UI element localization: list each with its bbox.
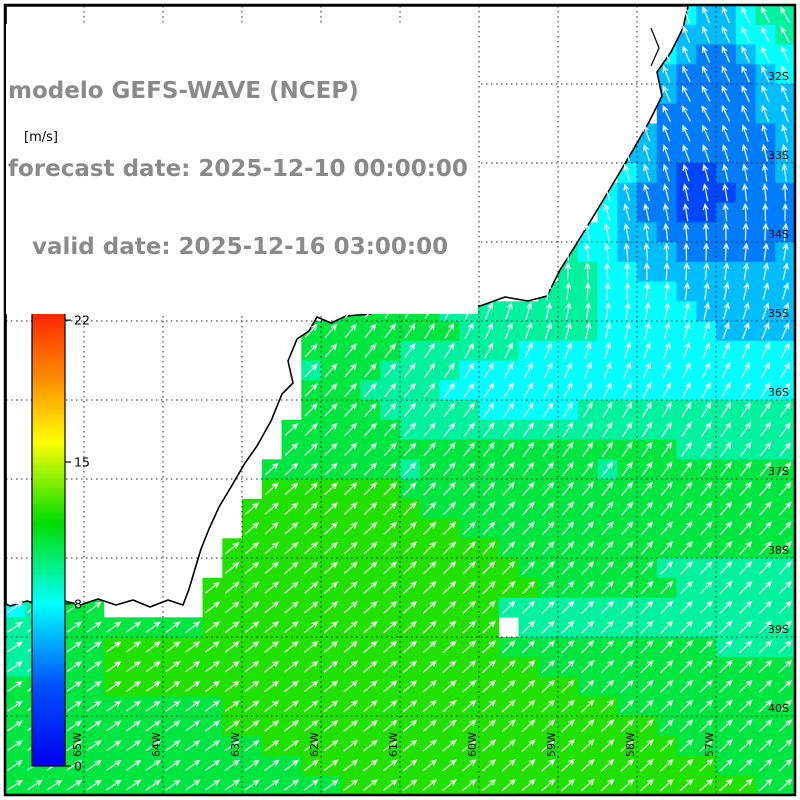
lon-tick-label: 64W [150,732,163,757]
lat-tick-label: 37S [768,465,789,478]
lat-tick-label: 40S [768,702,789,715]
colorbar-unit-label: [m/s] [24,130,58,145]
lat-tick-label: 32S [768,70,789,83]
lat-tick-label: 38S [768,544,789,557]
map-title-block: modelo GEFS-WAVE (NCEP) forecast date: 2… [6,24,478,314]
lat-tick-label: 34S [768,228,789,241]
lon-tick-label: 58W [624,732,637,757]
colorbar-tick-label: 15 [74,455,90,470]
colorbar-tick-label: 8 [74,596,82,611]
title-valid-line: valid date: 2025-12-16 03:00:00 [8,234,449,260]
title-model-line: modelo GEFS-WAVE (NCEP) [8,78,359,104]
lon-tick-label: 59W [545,732,558,757]
map-border [3,3,797,797]
lat-tick-label: 36S [768,386,789,399]
axis-labels: 65W 64W 63W 62W 61W 60W 59W 58W 57W 32S 33S 34S 35S 3… [71,70,789,757]
lon-tick-label: 57W [703,732,716,757]
colorbar-tick-label: 22 [74,313,90,328]
title-forecast-line: forecast date: 2025-12-10 00:00:00 [8,156,468,182]
lat-tick-label: 33S [768,149,789,162]
lat-tick-label: 35S [768,307,789,320]
lon-tick-label: 61W [387,732,400,757]
lon-tick-label: 60W [466,732,479,757]
colorbar-tick-label: 0 [74,759,82,774]
lon-tick-label: 63W [229,732,242,757]
lat-tick-label: 39S [768,623,789,636]
lon-tick-label: 62W [308,732,321,757]
lon-tick-label: 65W [71,732,84,757]
